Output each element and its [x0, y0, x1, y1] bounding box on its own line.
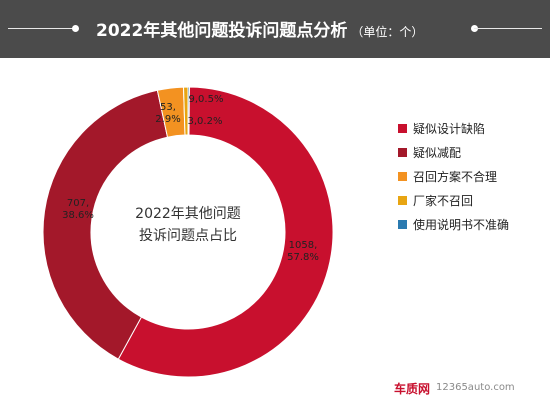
legend-label: 厂家不召回 — [413, 194, 474, 208]
center-label-line2: 投诉问题点占比 — [139, 228, 237, 244]
legend-label: 召回方案不合理 — [413, 170, 498, 184]
data-label: 38.6% — [62, 210, 94, 221]
title-text: 2022年其他问题投诉问题点分析 — [96, 21, 348, 41]
legend-item: 厂家不召回 — [398, 189, 548, 213]
legend-swatch — [398, 148, 407, 157]
data-label: 9,0.5% — [189, 94, 224, 105]
data-label: 57.8% — [287, 252, 319, 263]
watermark-url: 12365auto.com — [436, 382, 515, 393]
chart-header: 2022年其他问题投诉问题点分析 （单位：个） — [0, 0, 550, 58]
legend-item: 召回方案不合理 — [398, 165, 548, 189]
legend-label: 使用说明书不准确 — [413, 218, 510, 232]
legend-label: 疑似设计缺陷 — [413, 122, 486, 136]
data-label: 53, — [160, 102, 176, 113]
legend-item: 疑似减配 — [398, 141, 548, 165]
legend-swatch — [398, 124, 407, 133]
watermark-brand: 车质网 — [394, 382, 431, 396]
title-unit: （单位：个） — [351, 25, 424, 39]
donut-slice — [42, 89, 169, 360]
donut-slice — [183, 86, 189, 136]
legend-label: 疑似减配 — [413, 146, 462, 160]
legend-item: 疑似设计缺陷 — [398, 117, 548, 141]
header-rule-right — [474, 28, 542, 29]
data-label: 1058, — [289, 240, 318, 251]
chart-legend: 疑似设计缺陷 疑似减配 召回方案不合理 厂家不召回 使用说明书不准确 — [398, 117, 548, 237]
legend-swatch — [398, 196, 407, 205]
center-label-line1: 2022年其他问题 — [135, 206, 241, 222]
donut-chart: 1058,57.8% 707,38.6% 53,2.9% 9,0.5% 3,0.2% 20… — [42, 86, 334, 378]
header-dot-left — [72, 25, 79, 32]
chart-area: 1058, 57.8% 707, 38.6% 53, 2.9% 9,0.5% 3,0.2% 20… — [0, 58, 550, 401]
legend-swatch — [398, 220, 407, 229]
legend-swatch — [398, 172, 407, 181]
chart-title: 2022年其他问题投诉问题点分析 （单位：个） — [96, 16, 456, 42]
data-label: 3,0.2% — [188, 116, 223, 127]
donut-slice — [117, 86, 334, 378]
legend-item: 使用说明书不准确 — [398, 213, 548, 237]
data-label: 2.9% — [155, 114, 180, 125]
header-rule-left — [8, 28, 76, 29]
data-label: 707, — [67, 198, 89, 209]
